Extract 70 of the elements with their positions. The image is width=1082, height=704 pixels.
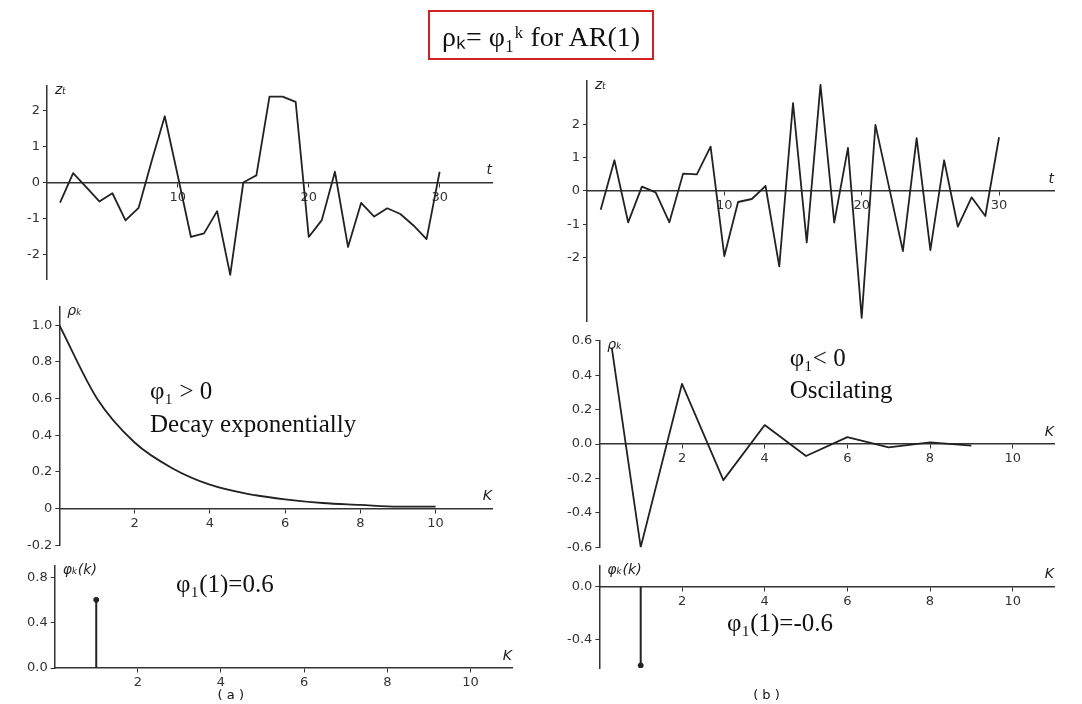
y-tick-label: 0.0 xyxy=(571,578,593,594)
y-tick-label: 0.6 xyxy=(31,389,53,405)
y-tick-label: -0.2 xyxy=(566,469,593,485)
x-tick-label: 4 xyxy=(205,514,214,530)
x-tick-label: 4 xyxy=(760,450,769,466)
y-tick-label: -1 xyxy=(566,215,580,231)
x-tick-label: 4 xyxy=(760,592,769,608)
x-tick-label: 8 xyxy=(356,514,365,530)
x-tick-label: 6 xyxy=(843,592,852,608)
y-tick-label: 0 xyxy=(31,173,40,189)
y-axis-title: ρₖ xyxy=(67,302,83,319)
x-tick-label: 8 xyxy=(925,592,935,608)
y-tick-label: 1 xyxy=(571,148,580,164)
annotation: φ₁(1)=0.6 xyxy=(176,569,274,598)
x-tick-label: 6 xyxy=(843,450,852,466)
y-tick-label: -1 xyxy=(26,209,40,225)
y-tick-label: 2 xyxy=(31,102,40,118)
x-axis-title: t xyxy=(486,161,493,178)
annotation: Decay exponentially xyxy=(150,410,357,439)
y-axis-title: zₜ xyxy=(593,76,607,93)
y-tick-label: 1 xyxy=(31,138,40,154)
y-tick-label: 0.2 xyxy=(571,400,593,416)
x-tick-label: 2 xyxy=(130,514,139,530)
y-tick-label: 0.4 xyxy=(31,426,53,442)
annotation: φ₁(1)=-0.6 xyxy=(727,608,834,637)
y-tick-label: -2 xyxy=(566,249,580,265)
annotation: φ₁< 0 xyxy=(789,343,846,372)
x-axis-title: K xyxy=(1044,565,1056,582)
y-tick-label: 0.0 xyxy=(571,435,593,451)
y-tick-label: 0.2 xyxy=(31,463,53,479)
y-tick-label: -2 xyxy=(26,245,40,261)
y-tick-label: 1.0 xyxy=(31,316,53,332)
text: ρₖ= φ₁ᵏ for AR(1) xyxy=(427,10,655,60)
text: ( b ) xyxy=(753,686,780,702)
y-axis-title: ρₖ xyxy=(607,336,623,353)
y-axis-title: φₖ(k) xyxy=(62,561,97,578)
y-tick-label: -0.4 xyxy=(566,630,593,646)
x-axis-title: K xyxy=(1044,422,1056,439)
y-axis-title: φₖ(k) xyxy=(607,561,642,578)
x-tick-label: 30 xyxy=(990,197,1008,213)
x-tick-label: 2 xyxy=(133,674,142,690)
x-tick-label: 8 xyxy=(925,450,935,466)
x-tick-label: 20 xyxy=(853,197,870,213)
y-tick-label: -0.6 xyxy=(566,538,593,554)
x-tick-label: 6 xyxy=(299,674,309,690)
x-tick-label: 10 xyxy=(427,514,444,530)
annotation: Oscilating xyxy=(789,375,893,404)
y-tick-label: 0 xyxy=(571,182,580,198)
y-tick-label: -0.2 xyxy=(26,536,53,552)
y-tick-label: 0.4 xyxy=(571,366,593,382)
y-tick-label: 0.8 xyxy=(31,353,53,369)
y-tick-label: 0.6 xyxy=(571,332,593,348)
x-tick-label: 10 xyxy=(462,674,479,690)
y-axis-title: zₜ xyxy=(53,81,67,98)
y-tick-label: 0.4 xyxy=(26,613,48,629)
y-tick-label: 0 xyxy=(44,499,53,515)
x-axis-title: t xyxy=(1048,169,1055,186)
x-axis-title: K xyxy=(482,487,494,504)
x-axis-title: K xyxy=(502,646,514,663)
x-tick-label: 2 xyxy=(677,450,687,466)
annotation: φ₁ > 0 xyxy=(150,376,213,405)
x-tick-label: 8 xyxy=(383,674,392,690)
y-tick-label: 2 xyxy=(571,115,580,131)
y-tick-label: 0.0 xyxy=(26,659,48,675)
x-tick-label: 10 xyxy=(1004,592,1021,608)
x-tick-label: 2 xyxy=(677,592,687,608)
x-tick-label: 6 xyxy=(280,514,290,530)
y-tick-label: -0.4 xyxy=(566,504,593,520)
x-tick-label: 10 xyxy=(1004,450,1021,466)
y-tick-label: 0.8 xyxy=(26,568,48,584)
